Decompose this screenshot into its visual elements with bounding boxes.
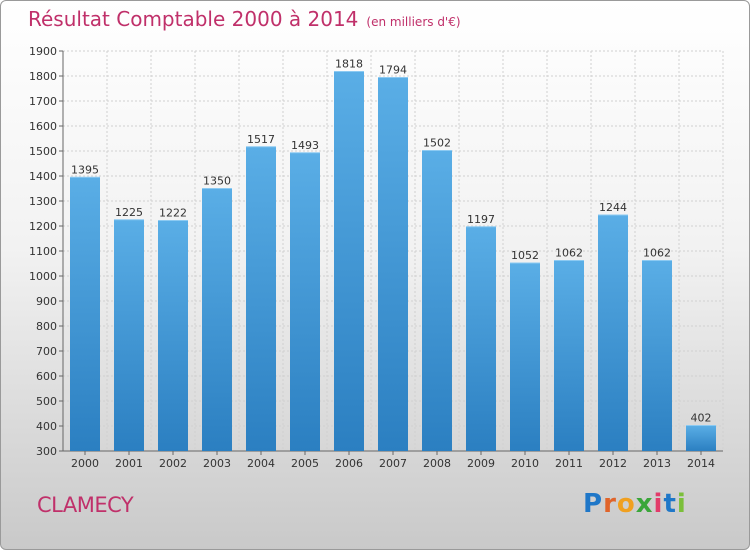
data-label: 1493 — [291, 139, 319, 152]
x-tick-label: 2001 — [115, 457, 143, 470]
y-tick-label: 700 — [36, 345, 57, 358]
y-tick-label: 1300 — [29, 195, 57, 208]
y-tick-label: 1600 — [29, 120, 57, 133]
x-tick-label: 2011 — [555, 457, 583, 470]
data-label: 1517 — [247, 133, 275, 146]
y-tick-label: 1400 — [29, 170, 57, 183]
chart-subtitle: (en milliers d'€) — [366, 15, 461, 29]
data-label: 1222 — [159, 207, 187, 220]
y-tick-label: 600 — [36, 370, 57, 383]
logo-letter: t — [663, 489, 677, 519]
logo-letter: x — [635, 489, 654, 519]
x-tick-label: 2002 — [159, 457, 187, 470]
data-label: 1197 — [467, 213, 495, 226]
x-tick-label: 2010 — [511, 457, 539, 470]
x-tick-label: 2009 — [467, 457, 495, 470]
x-tick-label: 2000 — [71, 457, 99, 470]
y-tick-label: 1800 — [29, 70, 57, 83]
data-label: 402 — [691, 412, 712, 425]
y-tick-label: 1200 — [29, 220, 57, 233]
logo-letter: i — [653, 489, 664, 519]
bar-2005 — [290, 152, 320, 451]
logo-letter: P — [583, 489, 604, 519]
bar-2006 — [334, 71, 364, 451]
logo-letter: o — [616, 489, 636, 519]
x-tick-label: 2014 — [687, 457, 715, 470]
bar-2011 — [554, 260, 584, 451]
chart-title: Résultat Comptable 2000 à 2014 (en millie… — [28, 7, 461, 31]
data-labels: 1395 1225 1222 1350 1517 1493 1818 1794 1502 1197… — [71, 58, 712, 425]
bar-2010 — [510, 263, 540, 451]
bar-2008 — [422, 150, 452, 451]
data-label: 1502 — [423, 137, 451, 150]
bar-2000 — [70, 177, 100, 451]
y-tick-label: 300 — [36, 445, 57, 458]
y-tick-label: 800 — [36, 320, 57, 333]
x-tick-label: 2005 — [291, 457, 319, 470]
bars — [70, 71, 716, 451]
bar-2001 — [114, 219, 144, 451]
x-tick-label: 2007 — [379, 457, 407, 470]
bar-2009 — [466, 226, 496, 451]
data-label: 1794 — [379, 64, 407, 77]
y-tick-label: 1900 — [29, 45, 57, 58]
data-label: 1818 — [335, 58, 363, 71]
bar-2012 — [598, 215, 628, 451]
data-label: 1062 — [555, 247, 583, 260]
bar-2007 — [378, 77, 408, 451]
x-tick-label: 2013 — [643, 457, 671, 470]
y-tick-label: 1100 — [29, 245, 57, 258]
chart-title-text: Résultat Comptable 2000 à 2014 — [28, 7, 359, 31]
x-tick-label: 2006 — [335, 457, 363, 470]
data-label: 1350 — [203, 175, 231, 188]
y-tick-label: 400 — [36, 420, 57, 433]
data-label: 1244 — [599, 201, 627, 214]
data-label: 1062 — [643, 247, 671, 260]
x-tick-label: 2012 — [599, 457, 627, 470]
proxiti-logo: Proxiti — [583, 489, 687, 519]
data-label: 1395 — [71, 163, 99, 176]
x-tick-label: 2008 — [423, 457, 451, 470]
bar-2013 — [642, 260, 672, 451]
y-tick-label: 500 — [36, 395, 57, 408]
data-label: 1052 — [511, 249, 539, 262]
data-label: 1225 — [115, 206, 143, 219]
y-tick-label: 1700 — [29, 95, 57, 108]
y-tick-label: 1000 — [29, 270, 57, 283]
logo-letter: i — [676, 489, 687, 519]
x-tick-label: 2003 — [203, 457, 231, 470]
x-tick-label: 2004 — [247, 457, 275, 470]
logo-letter: r — [603, 489, 617, 519]
commune-name: CLAMECY — [37, 493, 134, 517]
y-tick-label: 1500 — [29, 145, 57, 158]
bar-2014 — [686, 425, 716, 451]
y-tick-label: 900 — [36, 295, 57, 308]
bar-2002 — [158, 220, 188, 451]
bar-2004 — [246, 146, 276, 451]
bar-2003 — [202, 188, 232, 451]
